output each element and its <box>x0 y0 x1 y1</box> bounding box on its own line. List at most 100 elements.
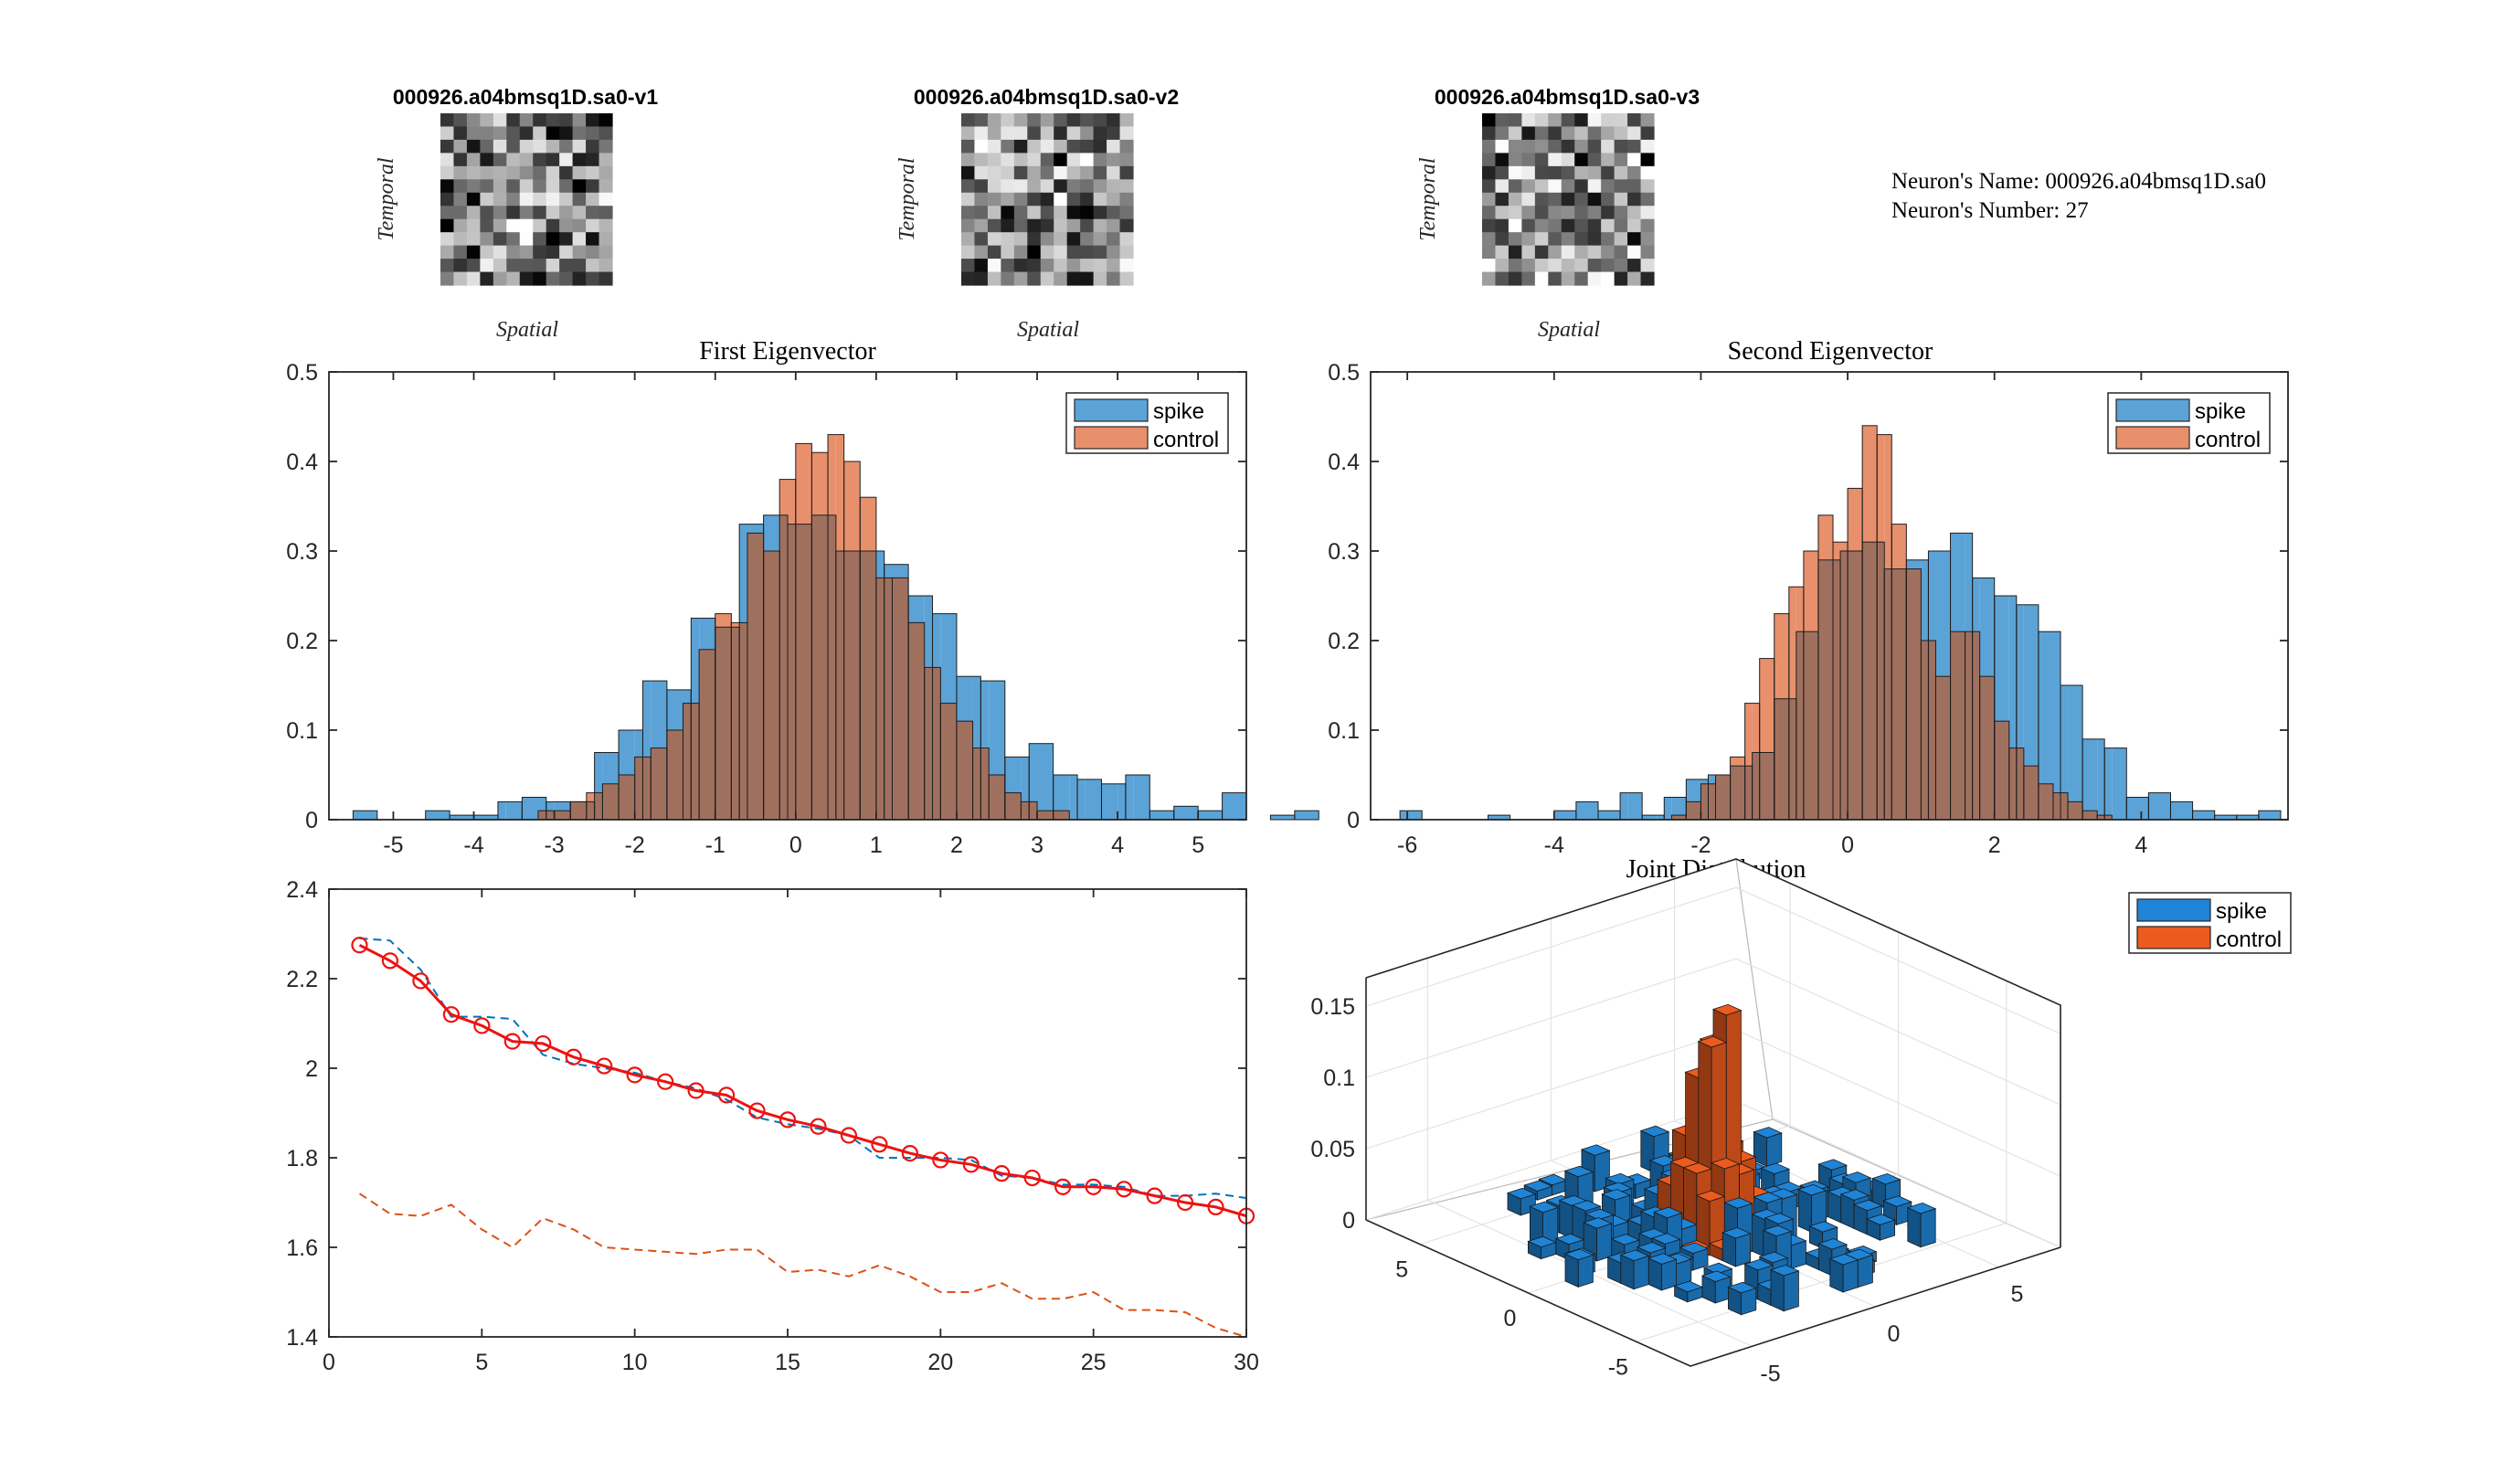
filter-pixel <box>1107 218 1121 233</box>
filter-pixel <box>1640 271 1655 286</box>
filter-pixel <box>1119 139 1134 154</box>
overlap-fill <box>2082 811 2098 820</box>
overlap-fill <box>2052 792 2061 820</box>
filter-pixel <box>559 179 574 194</box>
excess-fill <box>1671 797 1687 816</box>
neuron-number-text: Neuron's Number: 27 <box>1891 198 2089 223</box>
filter-pixel <box>1614 113 1628 128</box>
excess-fill <box>473 815 491 820</box>
filter-pixel <box>586 232 600 247</box>
x-tick-label: 15 <box>775 1350 800 1375</box>
filter-pixel <box>974 245 989 260</box>
filter-pixel <box>1495 179 1510 194</box>
filter-pixel <box>1614 218 1628 233</box>
filter-pixel <box>1080 165 1095 180</box>
filter-pixel <box>586 206 600 220</box>
excess-fill <box>2192 811 2215 820</box>
filter-pixel <box>961 245 976 260</box>
x-tick-label: -1 <box>705 832 726 858</box>
filter-pixel <box>453 271 468 286</box>
filter-pixel <box>546 245 560 260</box>
excess-fill <box>2258 811 2281 820</box>
filter-pixel <box>1119 192 1134 207</box>
overlap-fill <box>875 578 885 820</box>
filter-pixel <box>961 113 976 128</box>
overlap-fill <box>1774 698 1789 820</box>
filter-pixel <box>559 192 574 207</box>
overlap-fill <box>546 811 555 820</box>
filter-pixel <box>572 139 587 154</box>
filter-pixel <box>480 153 494 167</box>
filter-pixel <box>1548 139 1562 154</box>
filter-pixel <box>1066 232 1081 247</box>
filter-pixel <box>1013 271 1028 286</box>
x-tick-label: 0 <box>323 1350 335 1375</box>
filter-pixel <box>559 113 574 128</box>
filter-pixel <box>1627 206 1642 220</box>
filter-pixel <box>559 271 574 286</box>
filter-pixel <box>1601 165 1615 180</box>
excess-fill <box>594 752 603 793</box>
filter-pixel <box>1080 245 1095 260</box>
filter-pixel <box>1508 259 1522 273</box>
first-eigenvector-chart: First Eigenvector -5 -4 -3 -2 -1 0 1 2 3 4 5 0 0.1 0.… <box>286 337 1319 858</box>
overlap-fill <box>1029 801 1038 820</box>
filter-pixel <box>572 192 587 207</box>
filter-panel-2: 000926.a04bmsq1D.sa0-v2 Temporal Spatial <box>895 85 1179 342</box>
overlap-fill <box>788 524 796 820</box>
filter-pixel <box>440 206 455 220</box>
excess-fill <box>1575 801 1598 820</box>
x-tick-label: -4 <box>463 832 483 858</box>
filter-pixel <box>1627 113 1642 128</box>
filter-pixel <box>1013 218 1028 233</box>
filter-pixel <box>586 113 600 128</box>
filter-pixel <box>987 245 1001 260</box>
filter-pixel <box>1482 218 1497 233</box>
filter-pixel <box>1640 192 1655 207</box>
filter-pixel <box>572 179 587 194</box>
filter-pixel <box>506 259 521 273</box>
filter-pixel <box>453 139 468 154</box>
filter-pixel <box>1054 113 1068 128</box>
overlap-fill <box>2104 815 2113 820</box>
filter-pixel <box>961 192 976 207</box>
filter-pixel <box>453 206 468 220</box>
filter-pixel <box>1640 153 1655 167</box>
filter-pixel <box>506 165 521 180</box>
filter-pixel <box>453 113 468 128</box>
filter-pixel <box>1040 271 1054 286</box>
filter-pixel <box>586 245 600 260</box>
filter-pixel <box>533 271 547 286</box>
filter-pixel <box>1521 206 1536 220</box>
overlap-fill <box>2097 815 2105 820</box>
filter-pixel <box>987 271 1001 286</box>
filter-pixel <box>1508 245 1522 260</box>
overlap-fill <box>602 783 620 820</box>
filter-pixel <box>572 259 587 273</box>
filter-pixel <box>533 126 547 141</box>
excess-fill <box>666 689 683 730</box>
filter-pixel <box>1574 259 1589 273</box>
overlap-fill <box>828 514 836 820</box>
filter-pixel <box>1548 165 1562 180</box>
filter-pixel <box>506 192 521 207</box>
filter-pixel <box>480 165 494 180</box>
filter-pixel <box>440 271 455 286</box>
legend-swatch-control <box>1074 426 1149 450</box>
joint-bar <box>1700 1270 1732 1304</box>
filter-pixel <box>1548 206 1562 220</box>
red-circle-marker <box>779 1111 797 1129</box>
filter-pixel <box>1001 206 1015 220</box>
filter-pixel <box>1013 259 1028 273</box>
joint-bar <box>1727 1281 1757 1316</box>
x-tick-label: 2 <box>1988 832 2001 858</box>
filter-pixel <box>1119 179 1134 194</box>
filter-pixel <box>466 126 481 141</box>
filter-pixel <box>1482 153 1497 167</box>
filter-pixel <box>1482 232 1497 247</box>
filter-pixel <box>1574 206 1589 220</box>
filter-pixel <box>974 259 989 273</box>
excess-fill <box>2097 738 2105 816</box>
filter-pixel <box>1093 139 1107 154</box>
excess-fill <box>505 801 523 820</box>
